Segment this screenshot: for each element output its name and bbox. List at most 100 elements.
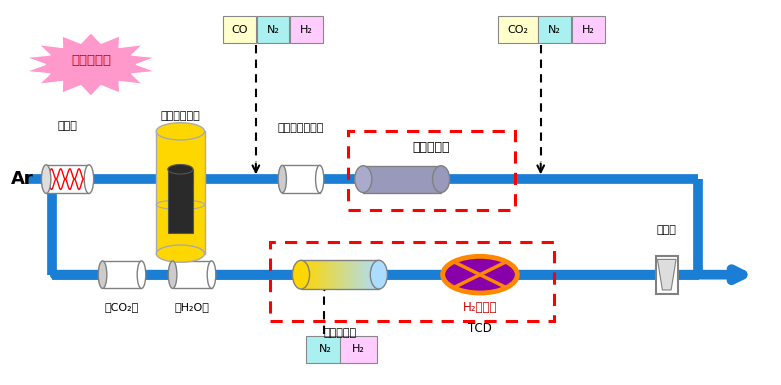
FancyBboxPatch shape [363,166,441,192]
Bar [333,260,336,289]
Bar [354,260,356,289]
Bar [335,260,337,289]
Bar [312,260,313,289]
FancyBboxPatch shape [572,16,604,44]
Bar [373,260,374,289]
Text: 精製器: 精製器 [58,121,77,131]
Text: 融解・還元: 融解・還元 [71,54,111,67]
Text: TCD: TCD [468,323,492,335]
Ellipse shape [278,166,287,193]
Polygon shape [658,259,676,290]
Text: 脱CO₂剤: 脱CO₂剤 [105,302,139,312]
Bar [324,260,326,289]
Ellipse shape [207,261,216,288]
Ellipse shape [137,261,146,288]
Bar [302,260,305,289]
Bar [332,260,334,289]
Bar [337,260,340,289]
Bar [355,260,358,289]
Text: ダストフィルタ: ダストフィルタ [278,122,324,132]
Ellipse shape [370,260,387,289]
Bar [361,260,362,289]
Bar [304,260,305,289]
Text: 流量計: 流量計 [657,224,676,234]
Ellipse shape [84,165,94,193]
FancyBboxPatch shape [282,166,319,193]
FancyBboxPatch shape [498,16,538,44]
Bar [359,260,362,289]
Bar [310,260,312,289]
Bar [362,260,364,289]
Ellipse shape [292,260,309,289]
Bar [336,260,338,289]
Text: CO₂: CO₂ [508,25,529,35]
Bar [326,260,328,289]
Bar [323,260,325,289]
Bar [351,260,354,289]
Bar [343,260,344,289]
Text: 分離カラム: 分離カラム [323,328,356,338]
Bar [328,260,330,289]
Text: Ar: Ar [11,170,34,188]
Bar [353,260,355,289]
FancyBboxPatch shape [257,16,289,44]
Bar [376,260,378,289]
Bar [305,260,307,289]
Bar [371,260,373,289]
FancyBboxPatch shape [168,169,193,233]
FancyBboxPatch shape [223,16,256,44]
Bar [314,260,316,289]
Text: H₂: H₂ [300,25,313,35]
Bar [363,260,366,289]
Ellipse shape [98,261,107,288]
Text: 脱H₂O剤: 脱H₂O剤 [175,302,209,312]
Ellipse shape [156,245,205,262]
Bar [318,260,320,289]
Bar [312,260,315,289]
Text: CO: CO [231,25,248,35]
Bar [348,260,350,289]
Ellipse shape [156,123,205,140]
Ellipse shape [316,166,324,193]
Bar [306,260,308,289]
Text: H₂: H₂ [582,25,594,35]
FancyBboxPatch shape [306,336,344,363]
Bar [316,260,319,289]
Text: N₂: N₂ [266,25,280,35]
Bar [308,260,311,289]
Bar [327,260,329,289]
Bar [366,260,368,289]
Text: H₂: H₂ [352,344,365,354]
Bar [375,260,377,289]
Ellipse shape [41,165,51,193]
Text: N₂: N₂ [319,344,332,354]
Text: H₂検出器: H₂検出器 [463,301,497,315]
Bar [373,260,376,289]
Bar [351,260,352,289]
Bar [316,260,317,289]
FancyBboxPatch shape [173,261,212,288]
Bar [308,260,309,289]
Bar [339,260,341,289]
Bar [367,260,369,289]
Text: N₂: N₂ [548,25,561,35]
Ellipse shape [433,166,450,192]
Bar [347,260,348,289]
FancyBboxPatch shape [290,16,323,44]
Bar [331,260,333,289]
Bar [365,260,366,289]
Bar [377,260,380,289]
Ellipse shape [355,166,372,192]
Text: 常温酸化剤: 常温酸化剤 [412,141,450,154]
FancyBboxPatch shape [340,336,377,363]
Ellipse shape [168,164,193,174]
FancyBboxPatch shape [656,256,678,294]
Bar [330,260,332,289]
Bar [349,260,351,289]
Bar [322,260,324,289]
FancyBboxPatch shape [538,16,571,44]
FancyBboxPatch shape [46,165,89,193]
Ellipse shape [169,261,177,288]
Bar [344,260,346,289]
Bar [358,260,360,289]
